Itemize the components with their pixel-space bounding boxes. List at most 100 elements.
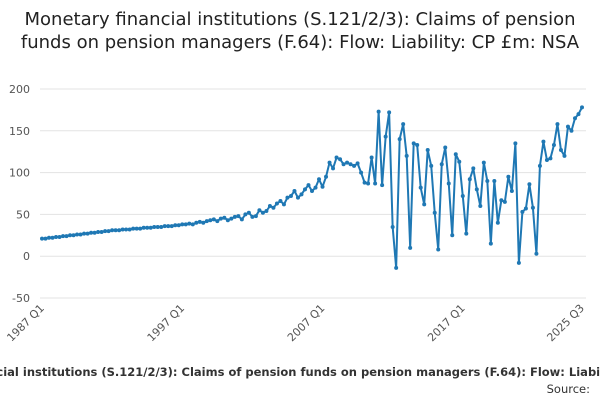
data-point (152, 224, 157, 229)
data-point (544, 158, 549, 163)
data-point (397, 137, 402, 142)
data-point (134, 226, 139, 231)
data-point (201, 220, 206, 225)
x-tick-label: 2025 Q3 (544, 302, 587, 345)
data-point (446, 181, 451, 186)
data-point (513, 141, 518, 146)
data-point (415, 143, 420, 148)
data-point (306, 183, 311, 188)
data-point (47, 235, 52, 240)
data-point (411, 141, 416, 146)
data-point (99, 229, 104, 234)
y-tick-label: 50 (16, 208, 30, 221)
data-point (113, 228, 118, 233)
data-point (530, 205, 535, 210)
data-point (401, 122, 406, 127)
data-point (408, 245, 413, 250)
data-point (481, 160, 486, 165)
data-point (110, 228, 115, 233)
data-point (43, 236, 48, 241)
data-point (299, 192, 304, 197)
data-point (569, 128, 574, 133)
data-point (432, 210, 437, 215)
data-point (527, 182, 532, 187)
data-point (64, 234, 69, 239)
data-point (260, 210, 265, 215)
data-point (75, 232, 80, 237)
x-tick-label: 1997 Q1 (145, 302, 188, 345)
data-point (523, 206, 528, 211)
x-tick-label: 1987 Q1 (4, 302, 47, 345)
data-point (278, 199, 283, 204)
data-point (383, 134, 388, 139)
data-point (197, 219, 202, 224)
data-point (145, 225, 150, 230)
data-point (96, 229, 101, 234)
data-point (390, 224, 395, 229)
data-point (404, 153, 409, 158)
data-point (243, 212, 248, 217)
data-point (120, 227, 125, 232)
data-point (352, 163, 357, 168)
data-point (317, 177, 322, 182)
data-point (320, 184, 325, 189)
data-point (551, 143, 556, 148)
data-point (492, 178, 497, 183)
data-point (211, 217, 216, 222)
data-point (555, 122, 560, 127)
data-point (106, 229, 111, 234)
series-line (42, 106, 583, 269)
data-point (502, 199, 507, 204)
data-point (92, 230, 97, 235)
data-point (467, 177, 472, 182)
data-point (474, 187, 479, 192)
data-point (159, 224, 164, 229)
data-point (488, 241, 493, 246)
data-point (190, 222, 195, 227)
data-point (288, 194, 293, 199)
data-point (194, 220, 199, 225)
data-point (436, 247, 441, 252)
data-point (127, 227, 132, 232)
data-point (520, 209, 525, 214)
data-point (429, 163, 434, 168)
data-point (425, 148, 430, 153)
data-point (169, 224, 174, 229)
data-point (558, 148, 563, 153)
data-point (187, 221, 192, 226)
data-point (124, 227, 129, 232)
data-point (548, 156, 553, 161)
data-point (208, 218, 213, 223)
data-point (162, 224, 167, 229)
data-point (376, 109, 381, 114)
data-point (131, 226, 136, 231)
data-point (327, 160, 332, 165)
data-point (141, 225, 146, 230)
data-point (253, 214, 258, 219)
data-point (394, 265, 399, 270)
data-point (82, 231, 87, 236)
data-point (246, 210, 251, 215)
data-point (541, 139, 546, 144)
data-point (443, 145, 448, 150)
data-point (453, 152, 458, 157)
data-point (257, 208, 262, 213)
data-point (264, 209, 269, 214)
data-point (103, 229, 108, 234)
data-point (537, 163, 542, 168)
data-point (173, 223, 178, 228)
data-point (565, 124, 570, 129)
data-point (345, 160, 350, 165)
data-point (89, 230, 94, 235)
data-point (138, 226, 143, 231)
data-point (229, 216, 234, 221)
data-point (239, 217, 244, 222)
x-tick-label: 2017 Q1 (425, 302, 468, 345)
data-point (295, 195, 300, 200)
data-point (285, 195, 290, 200)
data-point (310, 188, 314, 193)
data-point (274, 201, 279, 206)
y-tick-label: 100 (9, 167, 30, 180)
data-point (50, 235, 55, 240)
